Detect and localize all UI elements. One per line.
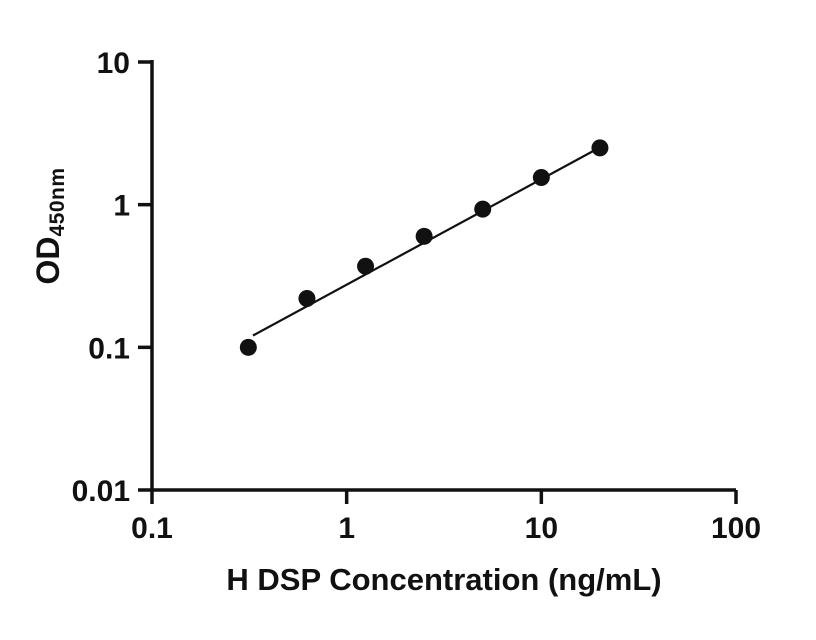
x-tick-label: 1 — [338, 512, 355, 545]
x-tick-label: 0.1 — [131, 512, 173, 545]
data-point — [532, 169, 550, 187]
x-tick-label: 100 — [711, 512, 761, 545]
x-tick-label: 10 — [525, 512, 558, 545]
y-tick-label: 0.01 — [72, 475, 130, 508]
y-tick-label: 1 — [113, 190, 130, 223]
data-point — [415, 227, 433, 245]
data-point — [298, 289, 316, 307]
data-point — [474, 200, 492, 218]
y-tick-label: 0.1 — [88, 332, 130, 365]
data-point — [239, 338, 257, 356]
axis-spines — [150, 60, 736, 492]
data-point — [357, 257, 375, 275]
x-axis-title: H DSP Concentration (ng/mL) — [226, 562, 662, 597]
y-tick-label: 10 — [97, 47, 130, 80]
data-point — [591, 139, 609, 157]
